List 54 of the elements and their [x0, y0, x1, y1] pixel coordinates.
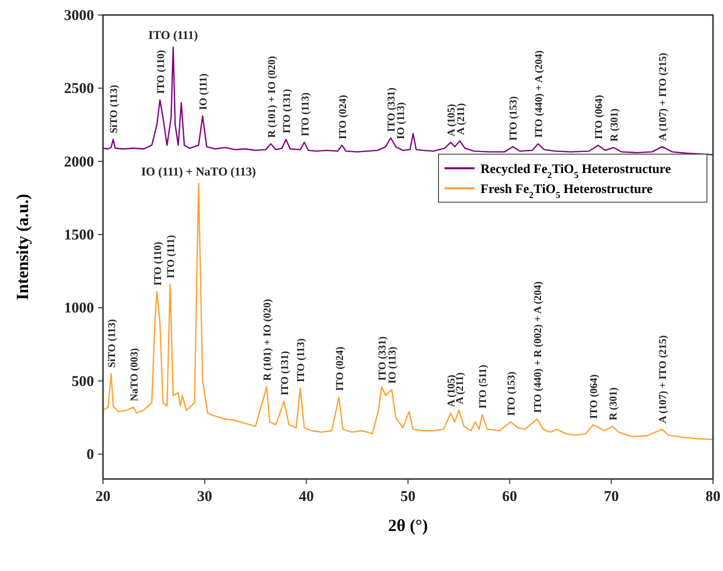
annotation: ITO (024): [338, 94, 349, 140]
annotation: ITO (110): [152, 241, 164, 286]
annotation: ITO (111): [166, 234, 178, 278]
annotation: SiTO (113): [109, 84, 120, 134]
annotation: ITO (440) + A (204): [534, 50, 546, 138]
annotation: ITO (111): [148, 28, 198, 42]
y-tick-label: 1500: [64, 228, 94, 244]
annotation: ITO (064): [594, 94, 606, 140]
annotation: ITO (024): [334, 346, 346, 392]
annotation: IO (111): [198, 73, 210, 110]
y-tick-label: 500: [72, 374, 94, 390]
annotation: IO (113): [388, 346, 399, 384]
annotation: R (301): [609, 108, 620, 142]
x-tick-label: 80: [706, 489, 720, 505]
x-tick-label: 50: [400, 489, 416, 505]
annotation: ITO (113): [296, 338, 308, 382]
y-tick-label: 2500: [64, 81, 94, 98]
legend-label: Fresh Fe$_{2}$TiO$_{5}$ Heterostructure: [480, 181, 653, 200]
annotation: ITO (153): [508, 96, 520, 141]
annotation: R (301): [608, 386, 620, 420]
annotation: ITO (113): [300, 92, 312, 136]
y-tick-label: 0: [86, 447, 94, 464]
legend-label: Recycled Fe$_{2}$TiO$_{5}$ Heterostructure: [480, 161, 672, 180]
annotation: A (211): [456, 102, 467, 135]
annotation: ITO (511): [478, 364, 490, 409]
y-axis-title: Intensity (a.u.): [13, 194, 32, 300]
x-tick-label: 30: [197, 489, 212, 505]
x-tick-label: 60: [502, 489, 518, 505]
annotation: ITO (110): [156, 50, 167, 94]
annotation: ITO (153): [506, 370, 518, 416]
line-series: [102, 46, 714, 156]
annotation: R (101) + IO (020): [262, 298, 274, 381]
annotation: A (107) + ITO (215): [658, 334, 670, 424]
y-tick-label: 1000: [64, 300, 94, 317]
annotation: ITO (331): [378, 336, 389, 381]
annotation: ITO (064): [589, 374, 600, 419]
annotation: SiTO (113): [107, 318, 118, 368]
line-series: [102, 182, 714, 440]
x-tick-label: 40: [298, 489, 314, 505]
annotation: A (105): [446, 103, 458, 136]
x-tick-label: 20: [96, 489, 110, 505]
y-tick-label: 3000: [64, 8, 94, 24]
annotation: ITO (131): [282, 88, 293, 134]
annotation: ITO (331): [386, 87, 398, 132]
x-tick-label: 70: [604, 489, 619, 505]
annotation: NaTO (003): [130, 348, 140, 402]
y-tick-label: 2000: [64, 154, 94, 170]
annotation: IO (111) + NaTO (113): [141, 164, 256, 178]
annotation: ITO (440) + R (002) + A (204): [533, 280, 544, 413]
x-axis-title: 2θ (°): [388, 516, 428, 535]
annotation: A (107) + ITO (215): [658, 52, 670, 141]
annotation: ITO (131): [280, 350, 291, 396]
annotation: IO (113): [396, 102, 407, 140]
annotation: R (101) + IO (020): [266, 56, 278, 138]
